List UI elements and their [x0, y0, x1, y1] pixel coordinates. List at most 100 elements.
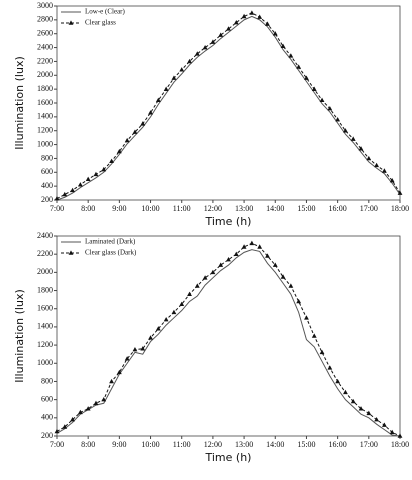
triangle-marker	[358, 146, 364, 151]
x-axis-label: Time (h)	[205, 451, 252, 464]
triangle-marker	[249, 240, 255, 246]
triangle-marker	[397, 433, 403, 438]
x-tick-label: 8:00	[81, 204, 95, 213]
y-tick-label: 2000	[37, 267, 53, 276]
y-tick-label: 1800	[37, 285, 53, 294]
triangle-marker	[124, 137, 130, 143]
triangle-marker	[54, 196, 60, 201]
triangle-marker	[171, 75, 177, 80]
x-axis-label: Time (h)	[205, 215, 252, 228]
x-tick-label: 18:00	[391, 204, 409, 213]
triangle-marker	[85, 176, 91, 182]
triangle-marker	[202, 44, 208, 50]
triangle-marker	[85, 406, 91, 411]
triangle-marker	[319, 349, 325, 355]
series-line	[56, 15, 401, 201]
y-tick-label: 800	[41, 376, 53, 385]
legend-label: Clear glass (Dark)	[85, 249, 137, 257]
triangle-marker	[350, 398, 356, 404]
triangle-marker	[226, 257, 231, 262]
triangle-marker	[257, 14, 263, 19]
triangle-marker	[327, 105, 333, 111]
x-tick-label: 13:00	[235, 204, 253, 213]
triangle-marker	[109, 378, 114, 384]
triangle-marker	[163, 317, 169, 322]
x-tick-label: 16:00	[329, 204, 347, 213]
legend-marker	[68, 20, 74, 25]
legend-label: Clear glass	[85, 19, 116, 27]
triangle-marker	[194, 283, 200, 288]
x-tick-label: 12:00	[204, 204, 222, 213]
triangle-marker	[155, 97, 161, 103]
triangle-marker	[280, 43, 286, 48]
triangle-marker	[210, 39, 216, 44]
triangle-marker	[366, 155, 372, 161]
triangle-marker	[257, 244, 263, 249]
triangle-marker	[304, 75, 309, 80]
triangle-marker	[327, 365, 333, 370]
triangle-marker	[241, 244, 247, 249]
x-tick-label: 17:00	[360, 440, 378, 449]
triangle-marker	[54, 428, 60, 434]
x-tick-label: 15:00	[297, 204, 315, 213]
triangle-marker	[311, 333, 317, 338]
triangle-marker	[366, 410, 372, 416]
triangle-marker	[93, 171, 99, 177]
triangle-marker	[319, 97, 325, 103]
triangle-marker	[350, 136, 356, 141]
triangle-marker	[77, 409, 83, 415]
y-tick-label: 2400	[37, 231, 53, 240]
triangle-marker	[194, 51, 200, 56]
x-tick-label: 14:00	[266, 440, 284, 449]
y-axis-label: Illumination (lux)	[13, 289, 26, 383]
y-tick-label: 2600	[37, 29, 53, 38]
triangle-marker	[124, 356, 130, 361]
triangle-marker	[179, 301, 185, 306]
triangle-marker	[265, 21, 270, 26]
plot-frame	[56, 235, 401, 437]
triangle-marker	[374, 417, 380, 422]
y-tick-label: 400	[41, 181, 53, 190]
triangle-marker	[202, 275, 208, 280]
y-tick-label: 1400	[37, 112, 53, 121]
triangle-marker	[389, 429, 395, 435]
series-line	[56, 242, 401, 437]
triangle-marker	[93, 400, 99, 406]
triangle-marker	[272, 31, 278, 36]
y-tick-label: 1000	[37, 358, 53, 367]
triangle-marker	[70, 417, 75, 422]
x-tick-label: 18:00	[391, 440, 409, 449]
x-tick-label: 16:00	[329, 440, 347, 449]
triangle-marker	[358, 406, 364, 411]
y-axis-label: Illumination (lux)	[13, 56, 26, 150]
triangle-marker	[140, 346, 146, 351]
triangle-marker	[280, 274, 286, 279]
y-tick-label: 1800	[37, 84, 53, 93]
triangle-marker	[265, 253, 270, 258]
triangle-marker	[70, 187, 75, 193]
y-tick-label: 2400	[37, 42, 53, 51]
plot-frame	[56, 5, 401, 201]
x-tick-label: 7:00	[50, 204, 64, 213]
x-tick-label: 10:00	[141, 204, 159, 213]
triangle-marker	[148, 335, 153, 340]
triangle-marker	[233, 251, 239, 256]
y-tick-label: 2200	[37, 56, 53, 65]
triangle-marker	[163, 86, 169, 91]
x-tick-label: 7:00	[50, 440, 64, 449]
x-tick-label: 17:00	[360, 204, 378, 213]
x-tick-label: 9:00	[112, 204, 126, 213]
triangle-marker	[155, 326, 161, 331]
x-tick-label: 14:00	[266, 204, 284, 213]
triangle-marker	[109, 158, 114, 163]
legend-label: Low-e (Clear)	[85, 8, 126, 16]
series-line	[56, 12, 401, 200]
y-tick-label: 600	[41, 167, 53, 176]
triangle-marker	[62, 191, 68, 197]
x-tick-label: 11:00	[173, 204, 191, 213]
y-tick-label: 2800	[37, 15, 53, 24]
triangle-marker	[171, 309, 177, 315]
legend-label: Laminated (Dark)	[85, 238, 136, 246]
triangle-marker	[140, 121, 146, 126]
